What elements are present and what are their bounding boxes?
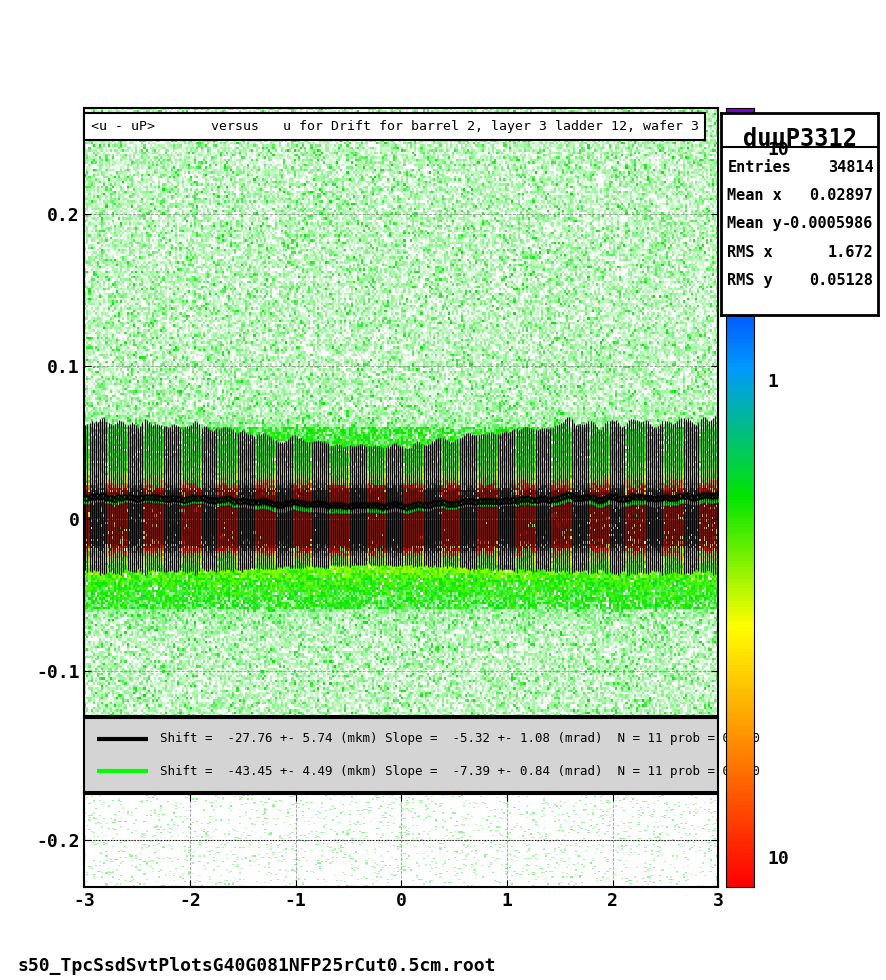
Text: Mean y: Mean y (727, 217, 781, 231)
Text: Shift =  -27.76 +- 5.74 (mkm) Slope =  -5.32 +- 1.08 (mrad)  N = 11 prob = 0.000: Shift = -27.76 +- 5.74 (mkm) Slope = -5.… (160, 732, 759, 746)
Text: Shift =  -43.45 +- 4.49 (mkm) Slope =  -7.39 +- 0.84 (mrad)  N = 11 prob = 0.000: Shift = -43.45 +- 4.49 (mkm) Slope = -7.… (160, 764, 759, 778)
Text: RMS x: RMS x (727, 245, 773, 260)
Text: 10: 10 (766, 850, 789, 868)
Text: s50_TpcSsdSvtPlotsG40G081NFP25rCut0.5cm.root: s50_TpcSsdSvtPlotsG40G081NFP25rCut0.5cm.… (18, 957, 495, 975)
Text: 10: 10 (766, 141, 789, 160)
Text: 1: 1 (766, 372, 777, 391)
Text: <u - uP>       versus   u for Drift for barrel 2, layer 3 ladder 12, wafer 3: <u - uP> versus u for Drift for barrel 2… (90, 120, 698, 133)
Text: 1.672: 1.672 (827, 245, 873, 260)
Text: Mean x: Mean x (727, 188, 781, 203)
Text: -0.0005986: -0.0005986 (781, 217, 873, 231)
Text: 0.02897: 0.02897 (809, 188, 873, 203)
Text: duuP3312: duuP3312 (742, 126, 856, 151)
Text: 34814: 34814 (827, 160, 873, 174)
Text: Entries: Entries (727, 160, 790, 174)
Text: RMS y: RMS y (727, 272, 773, 288)
Text: 0.05128: 0.05128 (809, 272, 873, 288)
